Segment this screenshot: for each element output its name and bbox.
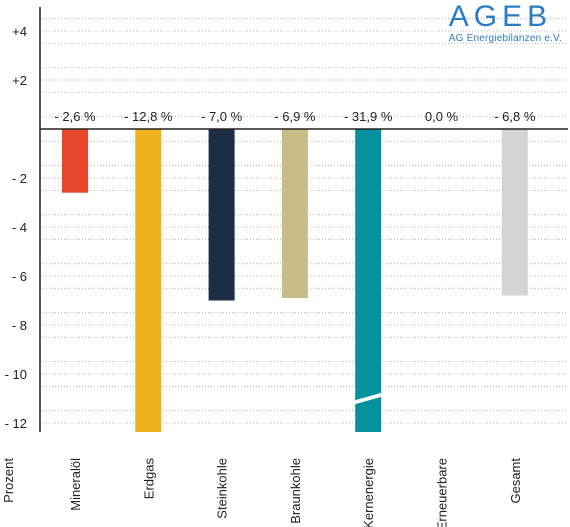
- logo-word: AGEB: [448, 0, 553, 33]
- y-tick-label: - 2: [12, 171, 27, 186]
- y-tick-label: - 4: [12, 220, 27, 235]
- y-tick-label: +4: [12, 24, 27, 39]
- logo-subtitle: AG Energiebilanzen e.V.: [448, 33, 562, 44]
- bar-value-label: - 6,9 %: [274, 109, 316, 124]
- bar: [355, 129, 382, 432]
- category-label: Kernenergie: [361, 458, 376, 527]
- bar-value-label: - 31,9 %: [344, 109, 393, 124]
- bar-value-label: - 12,8 %: [124, 109, 173, 124]
- bar-value-label: 0,0 %: [425, 109, 459, 124]
- ageb-logo: AGEB AG Energiebilanzen e.V.: [448, 0, 562, 45]
- y-axis-label: Prozent: [1, 458, 16, 503]
- bar: [208, 129, 235, 301]
- bar: [62, 129, 88, 193]
- y-tick-label: - 12: [5, 416, 27, 431]
- category-label: Erdgas: [141, 458, 156, 500]
- y-tick-label: +2: [12, 73, 27, 88]
- bar-break-mark: [352, 392, 385, 405]
- category-label: Gesamt: [508, 458, 523, 504]
- bar-value-label: - 6,8 %: [494, 109, 536, 124]
- bar-value-label: - 7,0 %: [201, 109, 243, 124]
- category-label: Braunkohle: [288, 458, 303, 524]
- category-label: Steinkohle: [215, 458, 230, 519]
- bar: [135, 129, 162, 432]
- category-label: Mineralöl: [68, 458, 83, 511]
- y-tick-label: - 6: [12, 269, 27, 284]
- category-label: Erneuerbare: [435, 458, 450, 527]
- y-tick-label: - 10: [5, 367, 27, 382]
- bar: [501, 129, 528, 296]
- y-tick-label: - 8: [12, 318, 27, 333]
- bar: [281, 129, 308, 299]
- bar-value-label: - 2,6 %: [54, 109, 96, 124]
